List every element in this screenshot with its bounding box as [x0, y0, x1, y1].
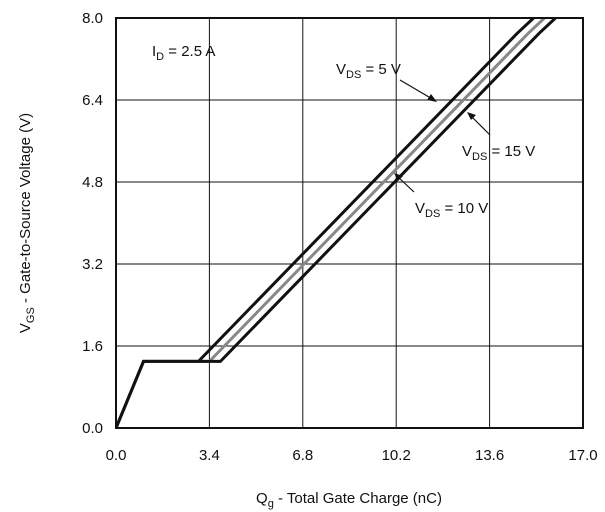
arrowhead-vds-15v	[467, 112, 476, 120]
arrowhead-vds-5v	[427, 94, 437, 102]
y-tick-label: 4.8	[82, 174, 103, 191]
series-line-vds-10v	[116, 18, 557, 428]
x-tick-label: 6.8	[292, 447, 313, 464]
y-tick-label: 3.2	[82, 256, 103, 273]
x-tick-label: 3.4	[199, 447, 220, 464]
y-tick-labels: 0.0 1.6 3.2 4.8 6.4 8.0	[82, 10, 103, 437]
plot-frame	[115, 17, 584, 429]
x-tick-labels: 0.0 3.4 6.8 10.2 13.6 17.0	[106, 447, 598, 464]
x-axis-title: Qg - Total Gate Charge (nC)	[256, 490, 442, 510]
y-axis-title: VGS - Gate-to-Source Voltage (V)	[17, 113, 37, 333]
series-label-vds-15v: VDS = 15 V	[462, 143, 535, 163]
y-tick-label: 8.0	[82, 10, 103, 27]
annotation-arrows	[394, 79, 491, 193]
condition-label: ID = 2.5 A	[152, 43, 215, 63]
y-tick-label: 1.6	[82, 338, 103, 355]
series-layer	[116, 18, 557, 428]
x-tick-label: 13.6	[475, 447, 504, 464]
series-label-vds-5v: VDS = 5 V	[336, 61, 401, 81]
x-tick-label: 0.0	[106, 447, 127, 464]
series-label-vds-10v: VDS = 10 V	[415, 200, 488, 220]
x-tick-label: 10.2	[382, 447, 411, 464]
series-line-vds-15v	[116, 18, 546, 428]
arrowhead-vds-10v	[394, 173, 403, 181]
x-tick-label: 17.0	[568, 447, 597, 464]
y-tick-label: 0.0	[82, 420, 103, 437]
y-tick-label: 6.4	[82, 92, 103, 109]
arrow-vds-5v	[399, 79, 435, 101]
arrow-vds-15v	[469, 114, 491, 136]
series-line-vds-5v	[116, 18, 535, 428]
